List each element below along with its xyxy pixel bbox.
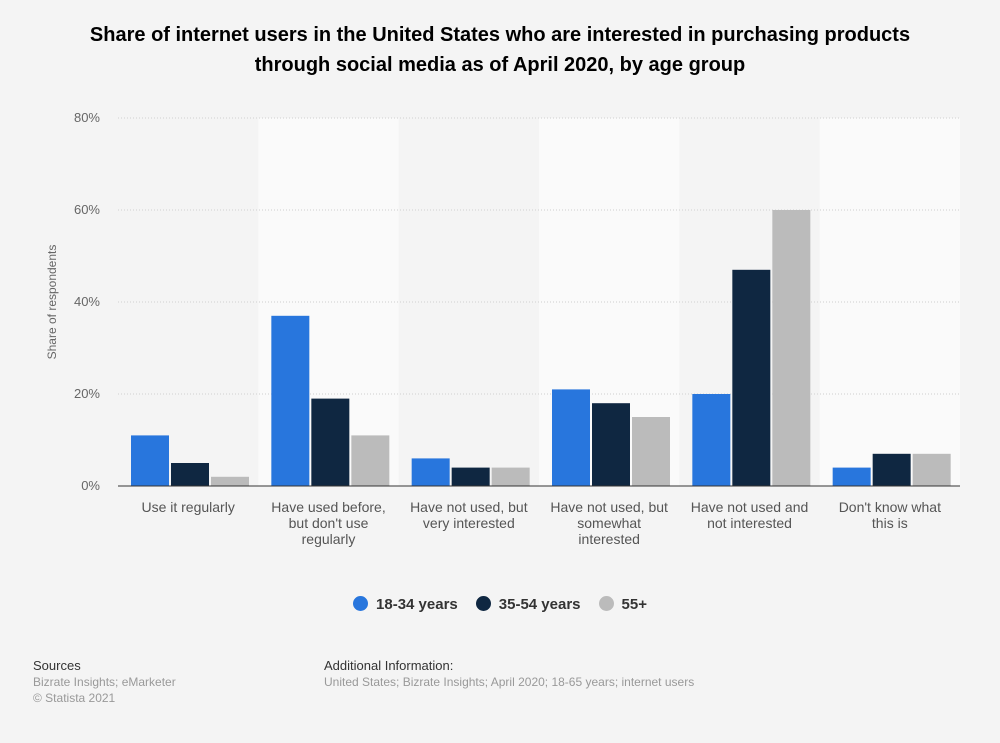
legend-item[interactable]: 55+: [598, 596, 647, 613]
legend-swatch: [598, 596, 614, 611]
bar: [552, 389, 590, 486]
bar: [411, 458, 450, 486]
bar: [171, 463, 209, 486]
y-tick-label: 0%: [81, 478, 100, 493]
x-tick-label: Have not used and not interested: [691, 499, 809, 531]
bar: [311, 398, 350, 486]
additional-info: Additional Information: United States; B…: [324, 658, 694, 690]
x-tick-label: Don't know what this is: [839, 499, 941, 531]
legend-label: 55+: [621, 596, 647, 613]
y-axis-label: Share of respondents: [45, 245, 59, 360]
copyright: © Statista 2021: [33, 691, 116, 705]
chart-title: Share of internet users in the United St…: [89, 24, 911, 76]
bar: [271, 315, 310, 486]
sources-label: Sources: [33, 658, 81, 673]
sources-text: Bizrate Insights; eMarketer: [33, 675, 176, 689]
bar: [131, 435, 169, 486]
legend: 18-34 years 35-54 years 55+: [0, 596, 1000, 613]
additional-label: Additional Information:: [324, 658, 454, 673]
bar: [592, 403, 630, 486]
bar: [451, 467, 490, 486]
bar: [211, 476, 249, 486]
bar: [491, 467, 530, 486]
x-tick-label: Have not used, but somewhat interested: [550, 499, 668, 547]
legend-label: 18-34 years: [376, 596, 458, 613]
legend-item[interactable]: 18-34 years: [353, 596, 458, 613]
y-tick-label: 60%: [74, 202, 100, 217]
bar: [732, 269, 771, 486]
x-tick-label: Have not used, but very interested: [410, 499, 528, 531]
legend-label: 35-54 years: [498, 596, 581, 613]
bar: [632, 417, 670, 486]
additional-text: United States; Bizrate Insights; April 2…: [324, 675, 695, 689]
y-tick-label: 40%: [74, 294, 100, 309]
x-tick-label: Have used before, but don't use regularly: [271, 499, 385, 547]
plot-area: 0% 20% 40% 60% 80% Share of respondents Use it…: [45, 110, 960, 547]
bar: [872, 453, 911, 486]
legend-swatch: [353, 596, 369, 611]
bar: [351, 435, 390, 486]
legend-item[interactable]: 35-54 years: [475, 596, 581, 613]
bar: [832, 467, 871, 486]
sources: Sources Bizrate Insights; eMarketer © St…: [33, 658, 176, 706]
legend-swatch: [475, 596, 491, 611]
bar: [692, 394, 731, 486]
x-tick-label: Use it regularly: [141, 499, 234, 515]
bar: [912, 453, 951, 486]
y-tick-label: 80%: [74, 110, 100, 125]
bar: [772, 210, 811, 486]
y-tick-label: 20%: [74, 386, 100, 401]
